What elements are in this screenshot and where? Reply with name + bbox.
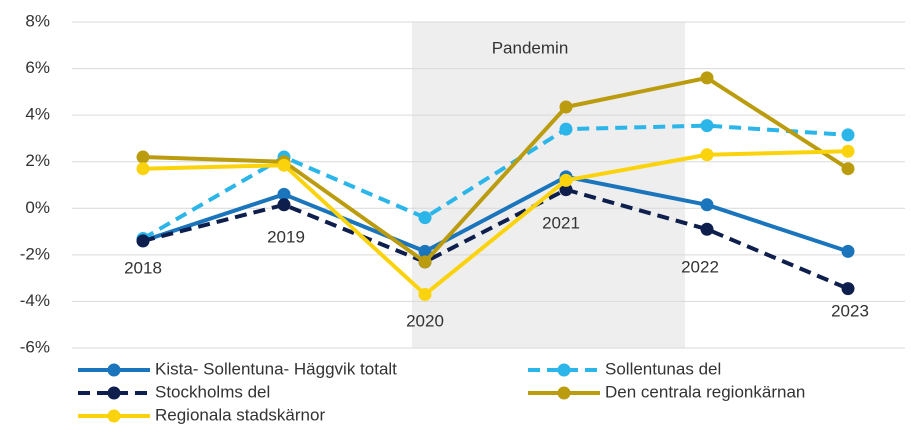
point [841, 244, 855, 258]
point [136, 234, 150, 248]
point [700, 222, 714, 236]
x-tick-label: 2022 [681, 257, 719, 276]
legend-marker [557, 386, 571, 400]
y-tick-label: 0% [25, 198, 50, 217]
legend-label: Stockholms del [155, 382, 270, 401]
point [418, 211, 432, 225]
point [277, 198, 291, 212]
point [841, 282, 855, 296]
y-tick-label: -6% [20, 337, 50, 356]
point [559, 100, 573, 114]
series-line [142, 174, 849, 254]
y-tick-label: -2% [20, 244, 50, 263]
legend-label: Den centrala regionkärnan [605, 382, 805, 401]
point [136, 162, 150, 176]
x-tick-label: 2023 [831, 301, 869, 320]
point [841, 162, 855, 176]
point [418, 244, 432, 258]
series-line [141, 123, 849, 241]
legend-marker [557, 363, 571, 377]
point [559, 122, 573, 136]
series-line [142, 75, 850, 264]
legend-marker [107, 386, 121, 400]
point [559, 183, 573, 197]
point [700, 198, 714, 212]
legend-marker [107, 363, 121, 377]
series-line [142, 187, 849, 291]
point [418, 287, 432, 301]
x-tick-label: 2019 [267, 227, 305, 246]
legend-label: Kista- Sollentuna- Häggvik totalt [155, 359, 397, 378]
legend-label: Regionala stadskärnor [155, 405, 325, 424]
annotation: Pandemin [492, 38, 569, 57]
legend-marker [107, 409, 121, 423]
point [277, 187, 291, 201]
point [418, 255, 432, 269]
y-tick-label: 4% [25, 105, 50, 124]
legend-label: Sollentunas del [605, 359, 721, 378]
point [277, 158, 291, 172]
point [559, 173, 573, 187]
x-tick-label: 2021 [542, 213, 580, 232]
series-line [142, 149, 849, 297]
point [700, 71, 714, 85]
y-tick-label: 6% [25, 58, 50, 77]
y-tick-label: -4% [20, 291, 50, 310]
point [700, 119, 714, 133]
x-tick-label: 2018 [124, 258, 162, 277]
point [841, 128, 855, 142]
y-tick-label: 8% [25, 11, 50, 30]
x-tick-label: 2020 [406, 311, 444, 330]
point [841, 144, 855, 158]
point [700, 148, 714, 162]
y-tick-label: 2% [25, 151, 50, 170]
point [136, 150, 150, 164]
